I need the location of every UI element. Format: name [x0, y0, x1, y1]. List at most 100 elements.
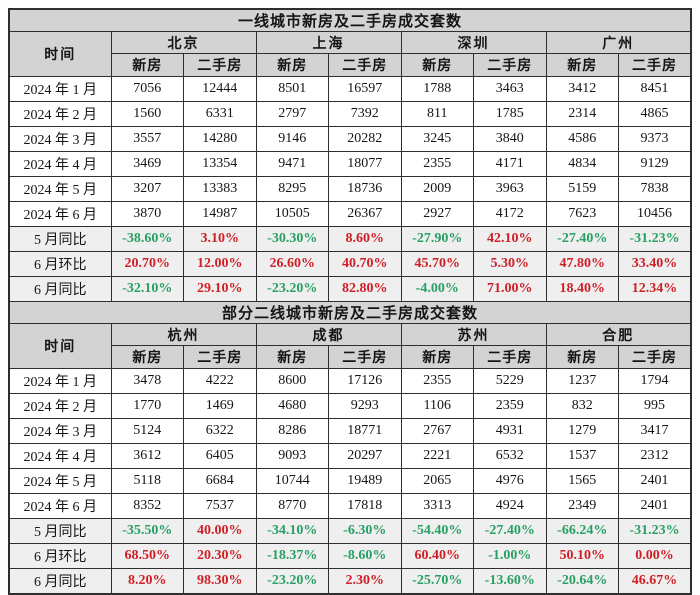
pct-row: 5 月同比 -38.60% 3.10% -30.30% 8.60% -27.90% 42.1… [8, 226, 692, 252]
data-cell: 9146 [255, 126, 329, 152]
pct-cell: 68.50% [110, 543, 184, 569]
data-cell: 4171 [473, 151, 547, 177]
pct-cell: 60.40% [400, 543, 474, 569]
pct-cell: 40.70% [328, 251, 402, 277]
row-label: 2024 年 4 月 [8, 443, 112, 469]
data-cell: 3557 [110, 126, 184, 152]
section-title: 部分二线城市新房及二手房成交套数 [8, 301, 692, 324]
data-cell: 1785 [473, 101, 547, 127]
pct-cell: -6.30% [328, 518, 402, 544]
subcol-header-resale: 二手房 [328, 53, 402, 77]
data-cell: 13383 [183, 176, 257, 202]
data-cell: 2797 [255, 101, 329, 127]
pct-cell: -25.70% [400, 568, 474, 595]
data-row: 2024 年 5 月 5118 6684 10744 19489 2065 4976 1565… [8, 468, 692, 494]
subcol-header-resale: 二手房 [618, 345, 692, 369]
city-header-row: 时间 杭州 成都 苏州 合肥 [8, 323, 692, 369]
data-cell: 4680 [255, 393, 329, 419]
data-cell: 18771 [328, 418, 402, 444]
pct-cell: -38.60% [110, 226, 184, 252]
subcol-header-resale: 二手房 [473, 53, 547, 77]
pct-cell: -31.23% [618, 518, 692, 544]
data-cell: 10744 [255, 468, 329, 494]
subcol-header-new: 新房 [545, 53, 619, 77]
data-row: 2024 年 5 月 3207 13383 8295 18736 2009 3963 5159… [8, 176, 692, 202]
pct-row: 6 月同比 -32.10% 29.10% -23.20% 82.80% -4.00% 71.… [8, 276, 692, 302]
pct-cell: -1.00% [473, 543, 547, 569]
data-cell: 2359 [473, 393, 547, 419]
pct-cell: 12.00% [183, 251, 257, 277]
data-cell: 1106 [400, 393, 474, 419]
data-cell: 7537 [183, 493, 257, 519]
city-header-3: 广州 [545, 31, 692, 54]
subcol-header-new: 新房 [110, 345, 184, 369]
pct-cell: -27.90% [400, 226, 474, 252]
pct-row: 6 月环比 68.50% 20.30% -18.37% -8.60% 60.40% -1.0… [8, 543, 692, 569]
row-label: 2024 年 3 月 [8, 418, 112, 444]
data-row: 2024 年 4 月 3469 13354 9471 18077 2355 4171 4834… [8, 151, 692, 177]
subcol-header-new: 新房 [400, 345, 474, 369]
data-cell: 26367 [328, 201, 402, 227]
pct-row: 5 月同比 -35.50% 40.00% -34.10% -6.30% -54.40% -2… [8, 518, 692, 544]
data-row: 2024 年 6 月 8352 7537 8770 17818 3313 4924 2349 2… [8, 493, 692, 519]
row-label: 2024 年 6 月 [8, 493, 112, 519]
pct-cell: 71.00% [473, 276, 547, 302]
data-cell: 5159 [545, 176, 619, 202]
data-cell: 4924 [473, 493, 547, 519]
data-cell: 8295 [255, 176, 329, 202]
housing-transactions-body: 一线城市新房及二手房成交套数 时间 北京 上海 深圳 广州 新房 二手房 新房 二手房 新房 二手房新… [8, 8, 692, 595]
data-cell: 7838 [618, 176, 692, 202]
data-cell: 9093 [255, 443, 329, 469]
data-cell: 8501 [255, 76, 329, 102]
pct-cell: -20.64% [545, 568, 619, 595]
housing-transactions-table-wrap: 一线城市新房及二手房成交套数 时间 北京 上海 深圳 广州 新房 二手房 新房 二手房 新房 二手房新… [8, 8, 692, 595]
data-cell: 10456 [618, 201, 692, 227]
pct-cell: 8.60% [328, 226, 402, 252]
pct-cell: -4.00% [400, 276, 474, 302]
data-cell: 5118 [110, 468, 184, 494]
data-cell: 7623 [545, 201, 619, 227]
data-cell: 4834 [545, 151, 619, 177]
data-cell: 8600 [255, 368, 329, 394]
data-row: 2024 年 3 月 3557 14280 9146 20282 3245 3840 4586… [8, 126, 692, 152]
row-label: 5 月同比 [8, 518, 112, 544]
data-cell: 3245 [400, 126, 474, 152]
data-cell: 1279 [545, 418, 619, 444]
data-cell: 4172 [473, 201, 547, 227]
subcol-header-resale: 二手房 [473, 345, 547, 369]
data-cell: 2355 [400, 368, 474, 394]
data-cell: 9293 [328, 393, 402, 419]
pct-cell: -27.40% [545, 226, 619, 252]
row-label: 2024 年 6 月 [8, 201, 112, 227]
pct-cell: -27.40% [473, 518, 547, 544]
data-cell: 2767 [400, 418, 474, 444]
pct-cell: 20.70% [110, 251, 184, 277]
data-cell: 2401 [618, 493, 692, 519]
row-label: 6 月同比 [8, 276, 112, 302]
data-row: 2024 年 2 月 1770 1469 4680 9293 1106 2359 832 995 [8, 393, 692, 419]
pct-cell: 98.30% [183, 568, 257, 595]
data-cell: 12444 [183, 76, 257, 102]
data-cell: 2314 [545, 101, 619, 127]
data-row: 2024 年 4 月 3612 6405 9093 20297 2221 6532 1537 2… [8, 443, 692, 469]
data-cell: 1788 [400, 76, 474, 102]
data-cell: 9471 [255, 151, 329, 177]
data-cell: 2221 [400, 443, 474, 469]
city-header-3: 合肥 [545, 323, 692, 346]
pct-cell: -54.40% [400, 518, 474, 544]
data-cell: 3463 [473, 76, 547, 102]
row-label: 2024 年 4 月 [8, 151, 112, 177]
data-cell: 10505 [255, 201, 329, 227]
pct-cell: 47.80% [545, 251, 619, 277]
pct-row: 6 月环比 20.70% 12.00% 26.60% 40.70% 45.70% 5.30%… [8, 251, 692, 277]
data-cell: 2349 [545, 493, 619, 519]
pct-cell: -66.24% [545, 518, 619, 544]
data-cell: 14280 [183, 126, 257, 152]
data-cell: 1770 [110, 393, 184, 419]
data-cell: 2927 [400, 201, 474, 227]
data-cell: 4865 [618, 101, 692, 127]
row-label: 2024 年 2 月 [8, 101, 112, 127]
data-cell: 7392 [328, 101, 402, 127]
data-cell: 20282 [328, 126, 402, 152]
pct-cell: 42.10% [473, 226, 547, 252]
